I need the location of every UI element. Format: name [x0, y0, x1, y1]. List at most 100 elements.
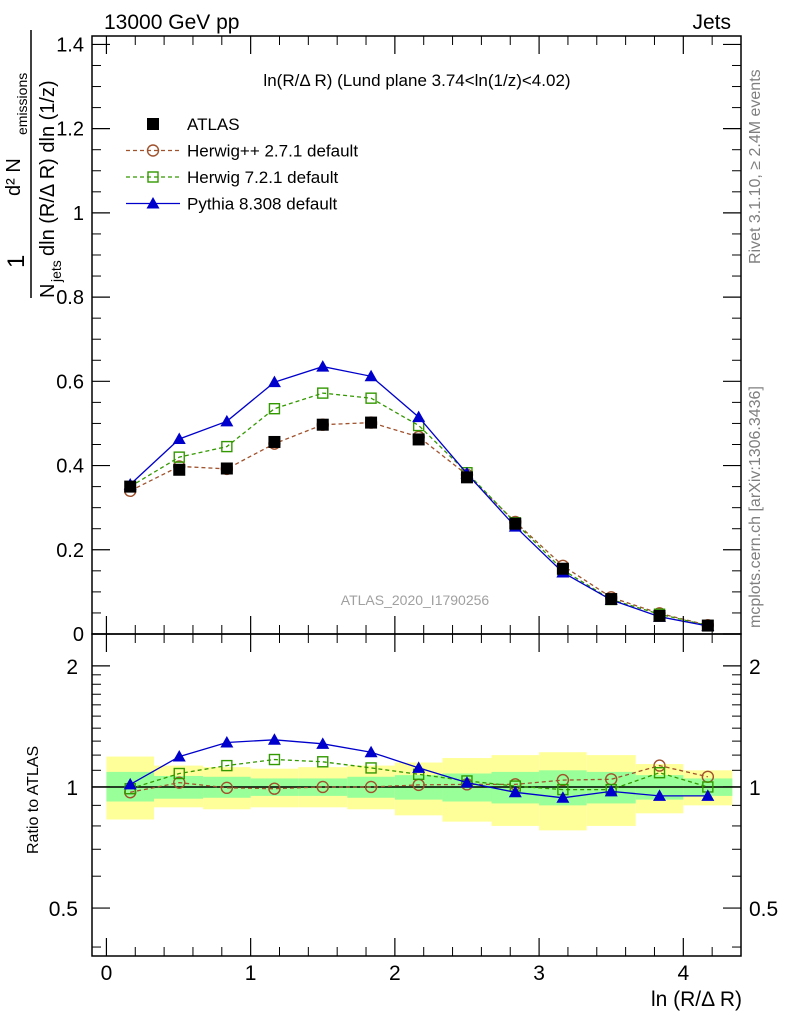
- ratio-pythia-8-308-default-point-7: [460, 776, 474, 788]
- ratio-marks: [92, 733, 741, 831]
- atlas-point-12: [701, 619, 714, 632]
- main-ytick-label-6: 1.2: [56, 119, 84, 141]
- ylabel-emissions: emissions: [14, 73, 30, 135]
- ratio-axes: 0.5 0.5 1 1 2 2 0 1 2 3 4: [49, 634, 778, 985]
- atlas-point-1: [173, 463, 186, 476]
- ratio-frame: [91, 633, 742, 957]
- ratio-herwig-2-7-1-default-point-2: [220, 781, 234, 795]
- ratio-xtick-label-2: 2: [389, 962, 401, 985]
- ratio-pythia-8-308-default-point-10: [604, 784, 618, 797]
- legend-herwig-7-2-1-default-label: Herwig 7.2.1 default: [187, 168, 338, 187]
- ratio-pythia-8-308-default-point-3: [267, 733, 281, 745]
- ylabel-d2n: d² N: [3, 158, 25, 196]
- main-panel: 0 0.2 0.4 0.6 0.8 1 1.2 1.4 ln(R/Δ R) (Lund pla…: [56, 34, 742, 646]
- legend-pythia-8-308-default-label: Pythia 8.308 default: [187, 195, 338, 214]
- ratio-herwig-7-2-1-default-point-4: [317, 756, 329, 768]
- pythia-8-308-default-point-2: [220, 414, 234, 427]
- ratio-pythia-8-308-default-point-8: [508, 785, 522, 798]
- ratio-pythia-8-308-default-point-6: [412, 761, 426, 773]
- ratio-herwig-7-2-1-default-point-2: [221, 759, 233, 772]
- mcplots-label: mcplots.cern.ch [arXiv:1306.3436]: [747, 386, 764, 628]
- pythia-8-308-default-point-5: [364, 369, 378, 382]
- main-title: ln(R/Δ R) (Lund plane 3.74<ln(1/z)<4.02): [263, 71, 570, 90]
- ratio-pythia-8-308-default-point-0: [123, 777, 137, 790]
- ratio-xtick-label-0: 0: [101, 962, 113, 985]
- ratio-xtick-label-3: 3: [533, 962, 545, 985]
- ylabel-one: 1: [3, 255, 30, 268]
- ylabel-n: N: [37, 284, 59, 298]
- ratio-xtick-label-1: 1: [245, 962, 257, 985]
- ratio-herwig-2-7-1-default-point-4: [316, 780, 329, 794]
- header-left: 13000 GeV pp: [104, 11, 239, 34]
- main-y-axis-label: 1 d² N emissions N jets dln (R/Δ R) dln …: [3, 30, 64, 298]
- atlas-point-4: [316, 418, 329, 431]
- atlas-point-9: [556, 562, 569, 575]
- ratio-herwig-7-2-1-default-point-1: [173, 767, 185, 780]
- ylabel-jets: jets: [48, 260, 64, 283]
- atlas-point-7: [460, 471, 473, 484]
- atlas-point-3: [268, 435, 281, 448]
- ratio-herwig-2-7-1-default-point-1: [173, 776, 186, 789]
- pythia-8-308-default-point-1: [172, 432, 186, 445]
- ratio-pythia-8-308-default-point-12: [701, 789, 715, 801]
- ratio-herwig-2-7-1-default-point-9: [556, 773, 570, 787]
- ratio-herwig-2-7-1-default-point-11: [653, 759, 666, 772]
- ratio-herwig-2-7-1-default-point-3: [268, 782, 281, 795]
- pythia-8-308-default-point-3: [267, 375, 281, 388]
- herwig-7-2-1-default-point-5: [365, 392, 377, 404]
- main-marks: [123, 360, 715, 632]
- atlas-point-10: [605, 593, 618, 606]
- ratio-pythia-8-308-default-point-5: [364, 745, 378, 758]
- ratio-pythia-8-308-default-point-11: [653, 789, 667, 801]
- main-ytick-label-4: 0.8: [56, 287, 84, 309]
- atlas-point-2: [220, 462, 233, 475]
- header-right: Jets: [692, 11, 731, 34]
- atlas-point-0: [124, 480, 137, 493]
- legend-herwig-2-7-1-default-label: Herwig++ 2.7.1 default: [187, 142, 358, 161]
- ratio-herwig-7-2-1-default-point-3: [268, 753, 281, 766]
- ratio-herwig-7-2-1-default-point-5: [365, 762, 377, 774]
- atlas-point-8: [509, 517, 522, 530]
- legend-herwig-2-7-1-default-marker: [146, 144, 160, 157]
- ratio-ytick-label-1: 1: [66, 777, 78, 800]
- herwig-7-2-1-default-point-4: [317, 387, 329, 399]
- ratio-herwig-2-7-1-default-point-5: [364, 780, 378, 794]
- main-ytick-label-2: 0.4: [56, 456, 84, 478]
- main-ytick-label-3: 0.6: [56, 371, 84, 393]
- ratio-xtick-label-4: 4: [677, 962, 689, 985]
- legend-pythia-8-308-default-marker: [146, 197, 160, 209]
- atlas-point-11: [653, 609, 666, 622]
- ratio-herwig-2-7-1-default-line: [130, 764, 708, 793]
- ratio-pythia-8-308-default-point-2: [220, 735, 234, 748]
- main-ytick-label-0: 0: [73, 624, 84, 646]
- legend-atlas-marker: [147, 118, 159, 130]
- ratio-pythia-8-308-default-point-4: [316, 737, 330, 749]
- ratio-y-axis-label: Ratio to ATLAS: [25, 746, 42, 854]
- main-ytick-label-5: 1: [73, 203, 84, 225]
- ratio-herwig-7-2-1-default-point-11: [653, 767, 666, 779]
- legend-atlas-label: ATLAS: [187, 115, 240, 134]
- ratio-ytick-label-right-1: 1: [749, 777, 761, 800]
- ratio-ytick-label-right-0: 0.5: [749, 898, 778, 921]
- pythia-8-308-default-point-4: [316, 360, 330, 372]
- main-ytick-label-7: 1.4: [56, 34, 84, 56]
- atlas-point-6: [412, 433, 425, 446]
- legend: ATLAS Herwig++ 2.7.1 default Herwig 7.2.1 …: [126, 115, 358, 214]
- ylabel-rest: dln (R/Δ R) dln (1/z): [37, 80, 59, 256]
- legend-herwig-7-2-1-default-marker: [147, 171, 159, 183]
- main-ytick-label-1: 0.2: [56, 540, 84, 562]
- ratio-ytick-label-0: 0.5: [49, 898, 78, 921]
- watermark: ATLAS_2020_I1790256: [341, 592, 490, 608]
- ratio-ytick-label-2: 2: [66, 656, 78, 679]
- rivet-label: Rivet 3.1.10, ≥ 2.4M events: [747, 69, 764, 264]
- main-axes: 0 0.2 0.4 0.6 0.8 1 1.2 1.4: [56, 34, 741, 646]
- ratio-panel: 0.5 0.5 1 1 2 2 0 1 2 3 4: [49, 633, 778, 985]
- ratio-ytick-label-right-2: 2: [749, 656, 761, 679]
- herwig-7-2-1-default-point-1: [173, 451, 185, 463]
- x-axis-label: ln (R/Δ R): [651, 988, 742, 1011]
- pythia-8-308-default-point-6: [412, 410, 426, 423]
- atlas-point-5: [365, 416, 378, 429]
- ratio-pythia-8-308-default-point-9: [556, 791, 570, 803]
- ratio-pythia-8-308-default-point-1: [172, 750, 186, 762]
